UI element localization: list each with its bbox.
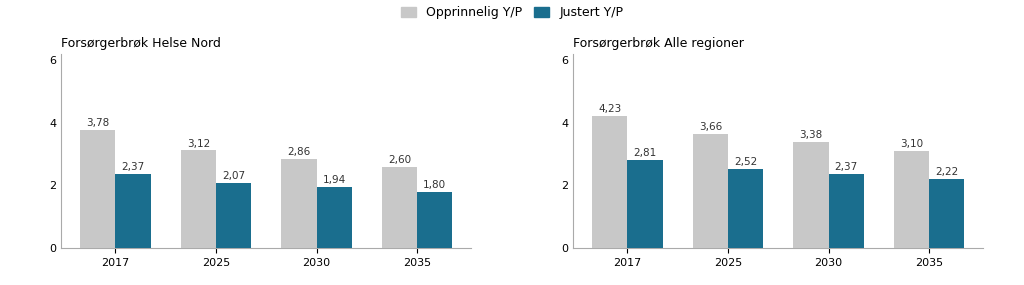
Bar [692, 134, 728, 248]
Bar [382, 167, 417, 248]
Bar [728, 169, 763, 248]
Bar [282, 158, 316, 248]
Text: 3,78: 3,78 [86, 118, 110, 128]
Legend: Opprinnelig Y/P, Justert Y/P: Opprinnelig Y/P, Justert Y/P [400, 6, 624, 19]
Bar [417, 192, 453, 248]
Text: 2,37: 2,37 [835, 162, 858, 172]
Bar [894, 151, 929, 248]
Text: 4,23: 4,23 [598, 104, 622, 114]
Text: 3,12: 3,12 [186, 139, 210, 148]
Text: Forsørgerbrøk Alle regioner: Forsørgerbrøk Alle regioner [573, 37, 744, 50]
Text: 2,22: 2,22 [935, 167, 958, 177]
Bar [116, 174, 151, 248]
Bar [592, 116, 628, 248]
Bar [828, 174, 864, 248]
Bar [316, 187, 352, 248]
Text: 3,66: 3,66 [698, 122, 722, 132]
Text: 2,86: 2,86 [288, 147, 310, 157]
Text: 2,07: 2,07 [222, 171, 245, 181]
Bar [180, 150, 216, 248]
Bar [929, 179, 965, 248]
Text: 1,80: 1,80 [423, 180, 446, 190]
Text: 3,10: 3,10 [900, 139, 924, 149]
Text: 2,37: 2,37 [121, 162, 144, 172]
Text: 2,60: 2,60 [388, 155, 412, 165]
Text: 1,94: 1,94 [323, 176, 346, 186]
Text: 2,81: 2,81 [633, 148, 656, 158]
Bar [80, 130, 116, 248]
Bar [794, 142, 828, 248]
Text: 2,52: 2,52 [734, 157, 757, 167]
Bar [628, 160, 663, 248]
Bar [216, 183, 251, 248]
Text: Forsørgerbrøk Helse Nord: Forsørgerbrøk Helse Nord [61, 37, 221, 50]
Text: 3,38: 3,38 [800, 131, 822, 141]
